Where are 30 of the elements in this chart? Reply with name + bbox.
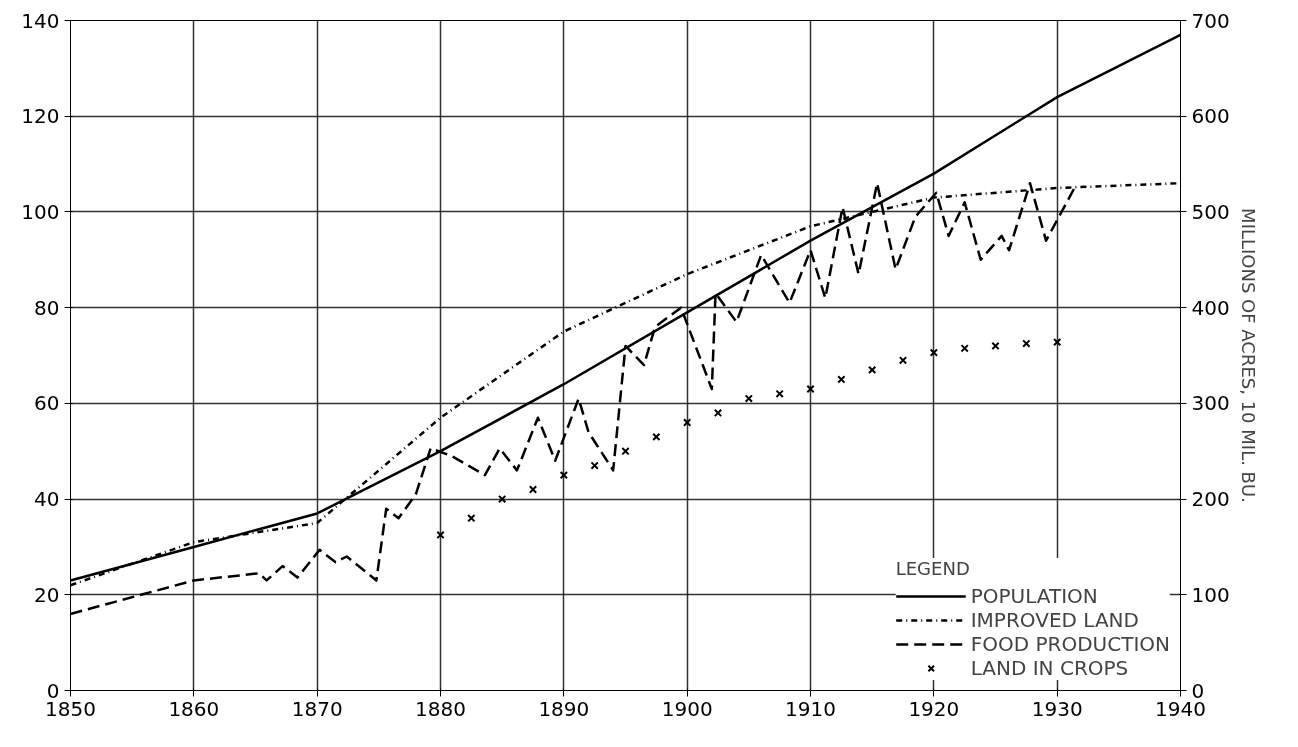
y2-tick-label: 200 (1191, 487, 1230, 512)
y-tick-label: 40 (34, 487, 60, 512)
x-tick-label: 1890 (538, 696, 590, 721)
y2-tick-label: 500 (1191, 199, 1230, 224)
legend-label: LAND IN CROPS (970, 656, 1129, 680)
y2-tick-label: 100 (1191, 582, 1230, 607)
legend-label: FOOD PRODUCTION (970, 632, 1170, 656)
x-tick-label: 1930 (1031, 696, 1083, 721)
y-tick-label: 120 (21, 104, 60, 129)
y2-axis-title: MILLIONS OF ACRES, 10 MIL. BU. (1237, 208, 1259, 503)
x-tick-label: 1860 (168, 696, 220, 721)
y2-tick-label: 300 (1191, 391, 1230, 416)
x-tick-label: 1870 (291, 696, 343, 721)
y-tick-label: 0 (46, 678, 60, 703)
y2-tick-label: 400 (1191, 295, 1230, 320)
y-tick-label: 60 (34, 391, 60, 416)
legend-label: IMPROVED LAND (970, 608, 1139, 632)
y-tick-label: 20 (34, 582, 60, 607)
legend-label: POPULATION (970, 584, 1098, 608)
y-tick-label: 100 (21, 199, 60, 224)
x-tick-label: 1880 (415, 696, 466, 721)
legend-title: LEGEND (895, 558, 971, 579)
y2-tick-label: 600 (1191, 104, 1230, 129)
y2-tick-label: 700 (1191, 8, 1230, 33)
y-tick-label: 80 (34, 295, 60, 320)
x-tick-label: 1910 (785, 696, 836, 721)
y2-tick-label: 0 (1191, 678, 1205, 703)
y-tick-label: 140 (21, 8, 60, 33)
x-tick-label: 1900 (661, 696, 713, 721)
x-tick-label: 1920 (908, 696, 960, 721)
